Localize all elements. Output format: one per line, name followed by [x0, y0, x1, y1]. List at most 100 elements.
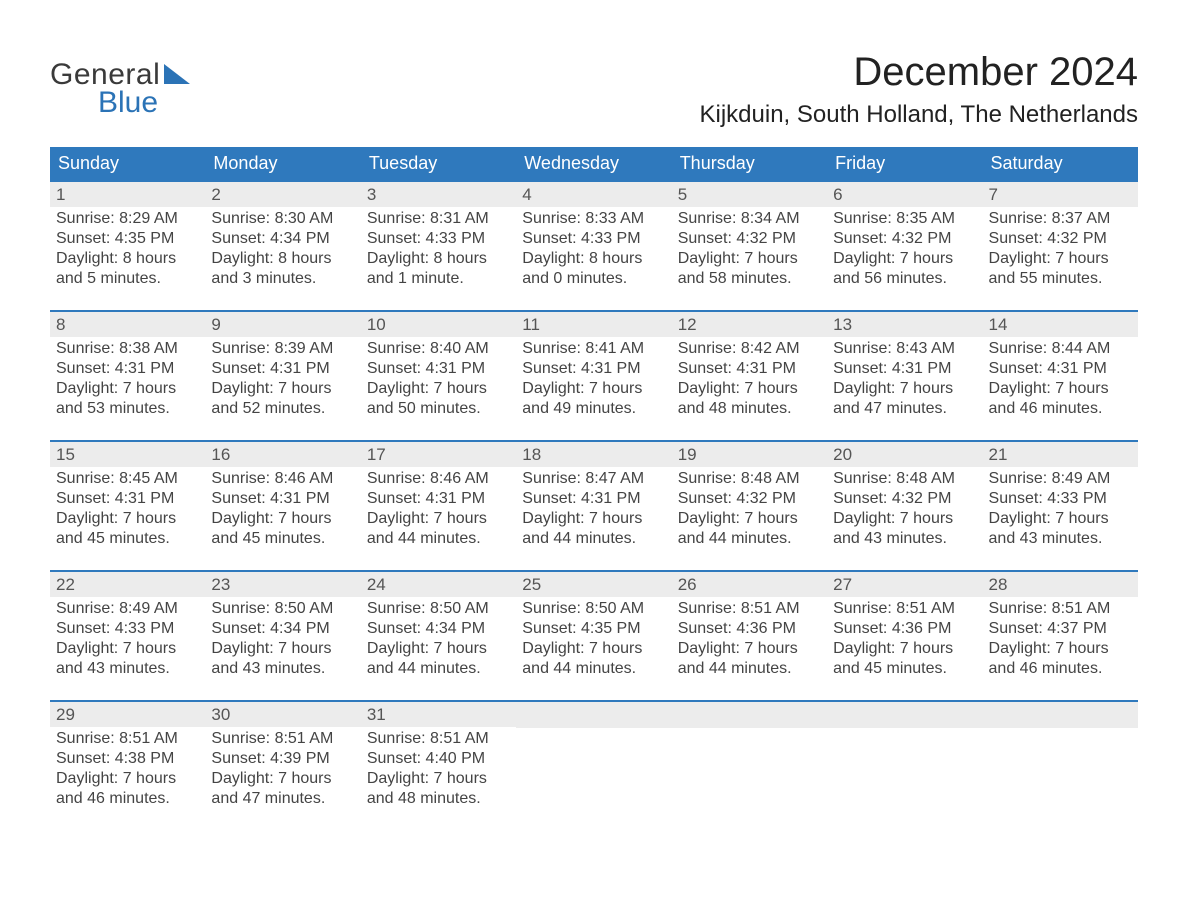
sunrise-line: Sunrise: 8:51 AM: [989, 599, 1132, 619]
daylight-line-2: and 45 minutes.: [56, 529, 199, 549]
sunset-line: Sunset: 4:35 PM: [522, 619, 665, 639]
sunset-line: Sunset: 4:31 PM: [56, 359, 199, 379]
day-cell: [983, 702, 1138, 830]
daylight-line-1: Daylight: 7 hours: [56, 639, 199, 659]
daylight-line-2: and 55 minutes.: [989, 269, 1132, 289]
day-cell: 13Sunrise: 8:43 AMSunset: 4:31 PMDayligh…: [827, 312, 982, 440]
sunrise-line: Sunrise: 8:35 AM: [833, 209, 976, 229]
day-number: 10: [361, 312, 516, 337]
daylight-line-1: Daylight: 7 hours: [678, 249, 821, 269]
day-number: 6: [827, 182, 982, 207]
sunrise-line: Sunrise: 8:45 AM: [56, 469, 199, 489]
daylight-line-1: Daylight: 7 hours: [211, 639, 354, 659]
sunset-line: Sunset: 4:36 PM: [678, 619, 821, 639]
daylight-line-2: and 46 minutes.: [989, 659, 1132, 679]
sunset-line: Sunset: 4:31 PM: [211, 489, 354, 509]
day-number: 4: [516, 182, 671, 207]
day-cell: 12Sunrise: 8:42 AMSunset: 4:31 PMDayligh…: [672, 312, 827, 440]
day-number: 28: [983, 572, 1138, 597]
sunrise-line: Sunrise: 8:51 AM: [678, 599, 821, 619]
day-cell: 14Sunrise: 8:44 AMSunset: 4:31 PMDayligh…: [983, 312, 1138, 440]
daylight-line-1: Daylight: 7 hours: [989, 509, 1132, 529]
sunset-line: Sunset: 4:31 PM: [211, 359, 354, 379]
daylight-line-2: and 46 minutes.: [56, 789, 199, 809]
weekday-header: Saturday: [983, 147, 1138, 180]
daylight-line-1: Daylight: 7 hours: [56, 379, 199, 399]
daylight-line-1: Daylight: 7 hours: [56, 509, 199, 529]
weekday-header: Thursday: [672, 147, 827, 180]
day-number: 23: [205, 572, 360, 597]
sunrise-line: Sunrise: 8:51 AM: [56, 729, 199, 749]
day-cell: 19Sunrise: 8:48 AMSunset: 4:32 PMDayligh…: [672, 442, 827, 570]
daylight-line-2: and 44 minutes.: [678, 659, 821, 679]
day-number: 27: [827, 572, 982, 597]
sunset-line: Sunset: 4:34 PM: [367, 619, 510, 639]
sunset-line: Sunset: 4:32 PM: [833, 229, 976, 249]
daylight-line-1: Daylight: 8 hours: [211, 249, 354, 269]
day-number: 5: [672, 182, 827, 207]
sunset-line: Sunset: 4:31 PM: [367, 359, 510, 379]
day-number: 15: [50, 442, 205, 467]
day-cell: 22Sunrise: 8:49 AMSunset: 4:33 PMDayligh…: [50, 572, 205, 700]
brand-word-2: Blue: [98, 86, 190, 120]
daylight-line-2: and 56 minutes.: [833, 269, 976, 289]
sunset-line: Sunset: 4:31 PM: [678, 359, 821, 379]
day-number: 20: [827, 442, 982, 467]
day-cell: 10Sunrise: 8:40 AMSunset: 4:31 PMDayligh…: [361, 312, 516, 440]
day-number: 1: [50, 182, 205, 207]
sunset-line: Sunset: 4:31 PM: [833, 359, 976, 379]
daylight-line-1: Daylight: 7 hours: [367, 769, 510, 789]
week-row: 29Sunrise: 8:51 AMSunset: 4:38 PMDayligh…: [50, 700, 1138, 830]
day-cell: 1Sunrise: 8:29 AMSunset: 4:35 PMDaylight…: [50, 182, 205, 310]
sunset-line: Sunset: 4:31 PM: [367, 489, 510, 509]
daylight-line-2: and 47 minutes.: [211, 789, 354, 809]
day-cell: 23Sunrise: 8:50 AMSunset: 4:34 PMDayligh…: [205, 572, 360, 700]
sunrise-line: Sunrise: 8:47 AM: [522, 469, 665, 489]
day-cell: 4Sunrise: 8:33 AMSunset: 4:33 PMDaylight…: [516, 182, 671, 310]
daylight-line-2: and 43 minutes.: [211, 659, 354, 679]
sunrise-line: Sunrise: 8:50 AM: [367, 599, 510, 619]
weekday-header: Monday: [205, 147, 360, 180]
sunrise-line: Sunrise: 8:51 AM: [211, 729, 354, 749]
sunrise-line: Sunrise: 8:30 AM: [211, 209, 354, 229]
sunrise-line: Sunrise: 8:42 AM: [678, 339, 821, 359]
daylight-line-2: and 46 minutes.: [989, 399, 1132, 419]
day-number: 22: [50, 572, 205, 597]
sunrise-line: Sunrise: 8:43 AM: [833, 339, 976, 359]
daylight-line-2: and 44 minutes.: [367, 529, 510, 549]
daylight-line-1: Daylight: 7 hours: [522, 509, 665, 529]
day-number: [827, 702, 982, 728]
daylight-line-1: Daylight: 7 hours: [56, 769, 199, 789]
location-subtitle: Kijkduin, South Holland, The Netherlands: [700, 101, 1139, 129]
weekday-header-row: SundayMondayTuesdayWednesdayThursdayFrid…: [50, 147, 1138, 180]
sunset-line: Sunset: 4:31 PM: [522, 359, 665, 379]
sunrise-line: Sunrise: 8:46 AM: [211, 469, 354, 489]
daylight-line-1: Daylight: 8 hours: [56, 249, 199, 269]
sunrise-line: Sunrise: 8:50 AM: [211, 599, 354, 619]
day-number: 17: [361, 442, 516, 467]
day-number: 30: [205, 702, 360, 727]
calendar-page: General Blue December 2024 Kijkduin, Sou…: [0, 0, 1188, 918]
sunrise-line: Sunrise: 8:46 AM: [367, 469, 510, 489]
triangle-shape: [164, 64, 190, 84]
sunrise-line: Sunrise: 8:29 AM: [56, 209, 199, 229]
daylight-line-2: and 5 minutes.: [56, 269, 199, 289]
daylight-line-2: and 49 minutes.: [522, 399, 665, 419]
day-cell: 24Sunrise: 8:50 AMSunset: 4:34 PMDayligh…: [361, 572, 516, 700]
sunrise-line: Sunrise: 8:51 AM: [367, 729, 510, 749]
daylight-line-1: Daylight: 7 hours: [989, 249, 1132, 269]
sunset-line: Sunset: 4:36 PM: [833, 619, 976, 639]
sunset-line: Sunset: 4:40 PM: [367, 749, 510, 769]
day-number: 29: [50, 702, 205, 727]
daylight-line-1: Daylight: 7 hours: [522, 379, 665, 399]
sunset-line: Sunset: 4:39 PM: [211, 749, 354, 769]
day-number: 16: [205, 442, 360, 467]
daylight-line-1: Daylight: 8 hours: [367, 249, 510, 269]
weekday-header: Sunday: [50, 147, 205, 180]
daylight-line-2: and 52 minutes.: [211, 399, 354, 419]
sunset-line: Sunset: 4:34 PM: [211, 229, 354, 249]
day-cell: 30Sunrise: 8:51 AMSunset: 4:39 PMDayligh…: [205, 702, 360, 830]
sunrise-line: Sunrise: 8:31 AM: [367, 209, 510, 229]
week-row: 15Sunrise: 8:45 AM Sunset: 4:31 PM Dayligh…: [50, 440, 1138, 570]
day-number: [672, 702, 827, 728]
